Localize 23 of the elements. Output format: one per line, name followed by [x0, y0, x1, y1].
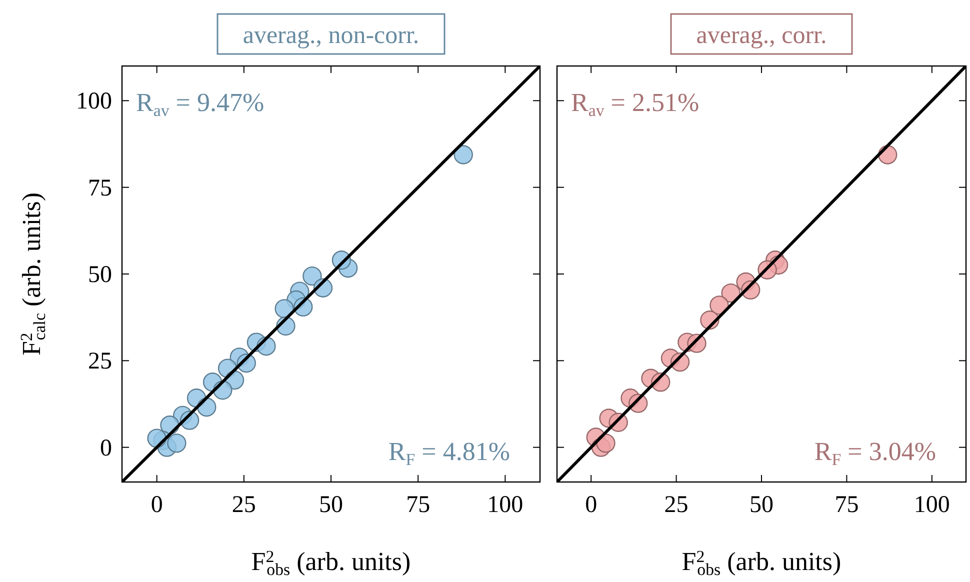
y-tick-label: 0 — [100, 435, 112, 462]
x-tick-label: 0 — [150, 492, 163, 518]
x-tick-label: 50 — [750, 492, 774, 518]
annotation: R$_{av}$ = 9.47% — [136, 88, 264, 120]
y-tick-label: 50 — [88, 262, 112, 288]
y-tick-label: 75 — [88, 175, 112, 202]
x-tick-label: 75 — [406, 492, 430, 518]
x-axis-title: F$^{2}$$_{obs}$ (arb. units) — [682, 547, 842, 580]
annotation: R$_{F}$ = 3.04% — [814, 437, 936, 470]
x-tick-label: 100 — [914, 492, 950, 518]
x-tick-label: 0 — [585, 492, 598, 518]
x-tick-label: 75 — [834, 492, 859, 518]
annotation: R$_{F}$ = 4.81% — [388, 437, 510, 470]
x-tick-label: 100 — [487, 492, 524, 518]
y-tick-label: 25 — [88, 348, 112, 375]
x-tick-label: 25 — [232, 492, 256, 518]
chart-title: averag., corr. — [696, 22, 827, 49]
y-tick-label: 100 — [76, 88, 112, 115]
x-axis-title: F$^{2}$$_{obs}$ (arb. units) — [251, 547, 411, 580]
x-tick-label: 50 — [319, 492, 343, 518]
chart-title: averag., non-corr. — [242, 22, 420, 49]
x-tick-label: 25 — [664, 492, 688, 518]
annotation: R$_{av}$ = 2.51% — [571, 88, 700, 120]
